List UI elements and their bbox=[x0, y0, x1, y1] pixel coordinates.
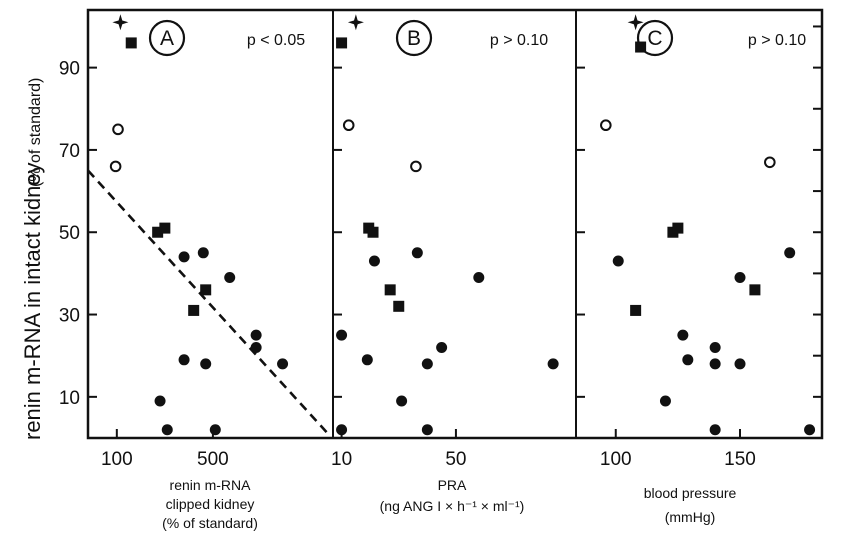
panel-c-point-filled-circle bbox=[682, 354, 694, 366]
panel-b-point-filled-circle bbox=[361, 354, 373, 366]
panel-b-x-tick-label: 10 bbox=[331, 449, 352, 470]
panel-a-point-filled-circle bbox=[250, 329, 262, 341]
panel-b-point-filled-circle bbox=[547, 358, 559, 370]
panel-c-p-value: p > 0.10 bbox=[748, 32, 806, 49]
y-axis-label: renin m-RNA in intact kidney bbox=[20, 162, 45, 440]
panel-b-point-open-circle bbox=[410, 160, 422, 173]
panel-a-letter-circle bbox=[148, 19, 186, 57]
panel-a-point-filled-square bbox=[125, 37, 137, 49]
panel-a-point-filled-circle bbox=[277, 358, 289, 370]
panel-a-xlabel-line3: (% of standard) bbox=[162, 515, 258, 531]
panel-c-point-filled-circle bbox=[709, 424, 721, 436]
panel-c-data bbox=[600, 14, 816, 436]
y-tick-label: 90 bbox=[59, 59, 80, 80]
panel-c-point-filled-square bbox=[635, 41, 647, 53]
panel-b-data bbox=[336, 14, 559, 436]
panel-a-x-tick-label: 500 bbox=[197, 449, 229, 470]
panel-b-point-filled-circle bbox=[421, 424, 433, 436]
y-tick-label: 70 bbox=[59, 141, 80, 162]
panel-a-regression-line bbox=[88, 169, 330, 435]
panel-a-point-filled-circle bbox=[178, 354, 190, 366]
panel-b-point-filled-square bbox=[393, 300, 405, 312]
y-tick-label: 10 bbox=[59, 388, 80, 409]
panel-b-letter: B bbox=[407, 27, 421, 50]
panel-c-point-filled-square bbox=[749, 284, 761, 296]
panel-c-point-filled-circle bbox=[784, 247, 796, 259]
panel-b-letter-circle bbox=[395, 19, 433, 57]
panel-b-point-filled-circle bbox=[421, 358, 433, 370]
panel-b-point-filled-circle bbox=[473, 272, 485, 283]
panel-c-point-filled-circle bbox=[709, 358, 721, 370]
panel-c-point-filled-circle bbox=[709, 341, 721, 353]
panel-a-x-tick-label: 100 bbox=[101, 449, 133, 470]
chart-marks: 10 30 50 70 90 100 500 10 50 100 150 bbox=[59, 14, 822, 470]
panel-c-point-filled-circle bbox=[734, 358, 746, 370]
panel-a-point-filled-circle bbox=[224, 272, 236, 283]
panel-b: B p > 0.10 PRA (ng ANG I × h⁻¹ × ml⁻¹) bbox=[380, 19, 548, 514]
y-tick-label: 30 bbox=[59, 306, 80, 327]
panel-b-point-star bbox=[347, 14, 364, 31]
panel-c-xlabel-line2: (mmHg) bbox=[665, 509, 716, 525]
panel-c-point-star bbox=[627, 14, 644, 31]
panel-b-xlabel-line2: (ng ANG I × h⁻¹ × ml⁻¹) bbox=[380, 498, 525, 514]
panel-b-xlabel-line1: PRA bbox=[438, 477, 467, 493]
panel-a-data bbox=[88, 14, 330, 436]
panel-c-point-filled-square bbox=[630, 304, 642, 316]
panel-c-point-filled-circle bbox=[734, 272, 746, 283]
panel-b-point-open-circle bbox=[342, 119, 355, 132]
panel-a-point-filled-square bbox=[188, 304, 200, 316]
panel-a-point-filled-square bbox=[159, 222, 171, 234]
panel-a: A p < 0.05 renin m-RNA clipped kidney (%… bbox=[148, 19, 305, 531]
panel-b-point-filled-circle bbox=[396, 395, 408, 407]
panel-b-point-filled-square bbox=[367, 226, 379, 238]
panel-c-point-filled-circle bbox=[612, 255, 624, 267]
y-tick-label: 50 bbox=[59, 223, 80, 244]
panel-c-x-tick-label: 100 bbox=[600, 449, 632, 470]
panel-a-point-filled-circle bbox=[154, 395, 166, 407]
panel-b-point-filled-circle bbox=[411, 247, 423, 259]
panel-b-point-filled-circle bbox=[336, 329, 348, 341]
panel-c-letter: C bbox=[647, 27, 662, 50]
panel-c-letter-circle bbox=[636, 19, 674, 57]
panel-a-point-filled-circle bbox=[200, 358, 212, 370]
panel-b-p-value: p > 0.10 bbox=[490, 32, 548, 49]
panel-a-point-filled-circle bbox=[197, 247, 209, 259]
panel-a-xlabel-line1: renin m-RNA bbox=[170, 477, 252, 493]
panel-b-point-filled-square bbox=[384, 284, 396, 296]
panel-c-point-open-circle bbox=[764, 156, 776, 169]
panel-b-point-filled-circle bbox=[436, 341, 448, 353]
panel-c-point-filled-square bbox=[672, 222, 684, 234]
panel-a-point-filled-circle bbox=[209, 424, 221, 436]
panel-a-point-filled-circle bbox=[250, 341, 262, 353]
panel-a-point-filled-square bbox=[152, 226, 164, 238]
y-axis-unit: (% of standard) bbox=[27, 78, 44, 187]
panel-a-point-open-circle bbox=[112, 123, 124, 136]
panel-a-point-star bbox=[112, 14, 129, 31]
panel-c-point-filled-circle bbox=[804, 424, 816, 436]
panel-c-point-filled-circle bbox=[677, 329, 689, 341]
panel-a-point-filled-circle bbox=[161, 424, 173, 436]
panel-b-x-tick-label: 50 bbox=[445, 449, 466, 470]
panel-c: C p > 0.10 blood pressure (mmHg) bbox=[636, 19, 806, 525]
plot-frame bbox=[86, 8, 824, 440]
panel-c-point-filled-circle bbox=[659, 395, 671, 407]
panel-a-point-filled-circle bbox=[178, 251, 190, 263]
panel-a-xlabel-line2: clipped kidney bbox=[166, 496, 255, 512]
panel-b-point-filled-square bbox=[336, 37, 348, 49]
panel-c-x-tick-label: 150 bbox=[724, 449, 756, 470]
panel-a-point-open-circle bbox=[109, 160, 122, 173]
panel-a-point-filled-square bbox=[200, 284, 212, 296]
panel-b-point-filled-circle bbox=[368, 255, 380, 267]
panel-c-xlabel-line1: blood pressure bbox=[644, 485, 737, 501]
panel-a-letter: A bbox=[160, 27, 174, 50]
panel-a-p-value: p < 0.05 bbox=[247, 32, 305, 49]
panel-c-point-open-circle bbox=[600, 119, 612, 132]
